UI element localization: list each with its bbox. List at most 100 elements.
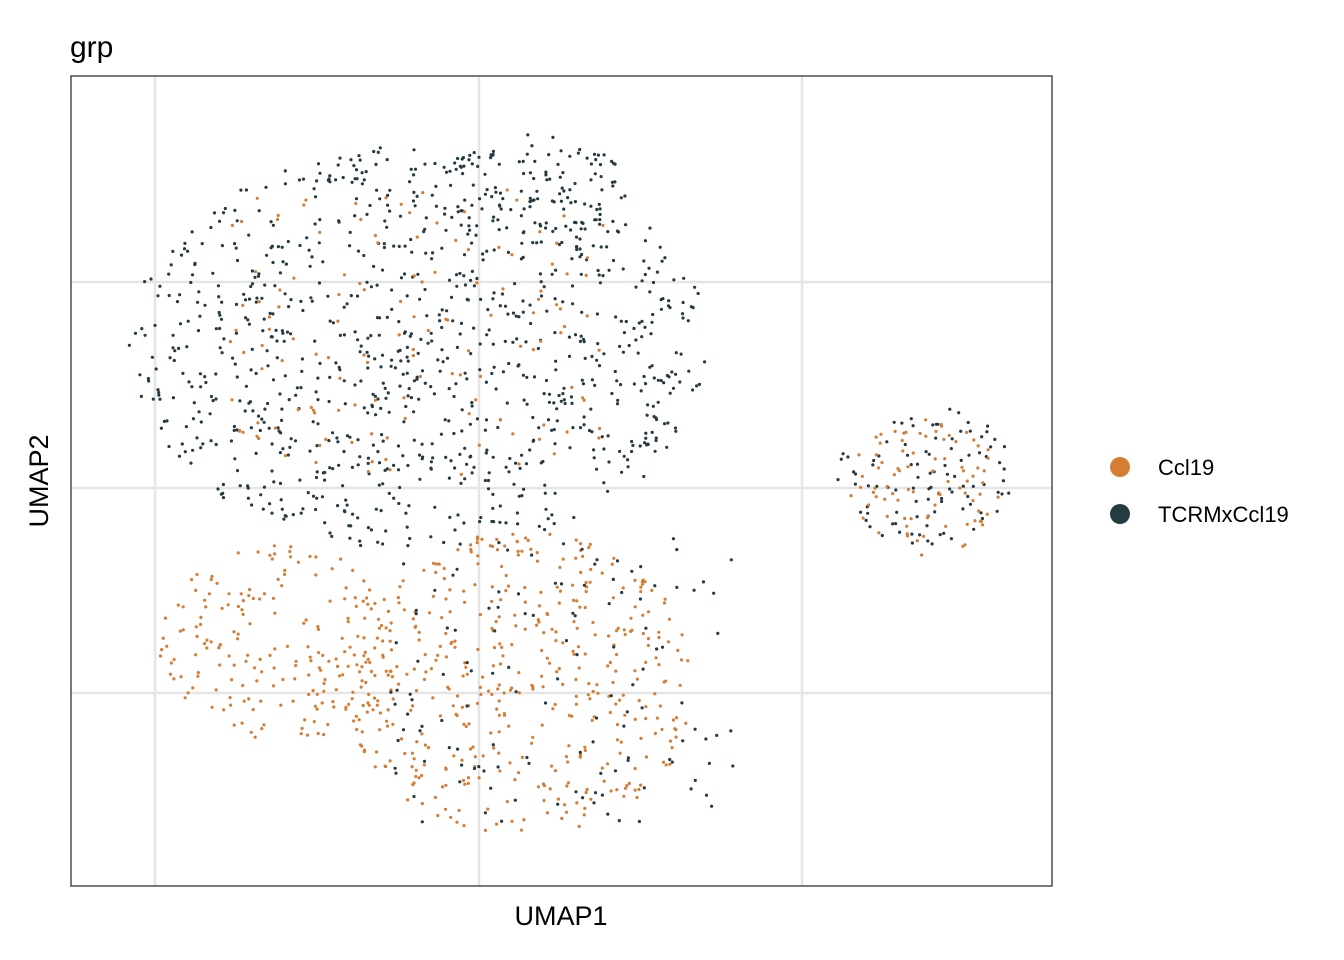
point-tcrmxccl19 — [445, 309, 449, 313]
point-tcrmxccl19 — [409, 332, 413, 336]
point-tcrmxccl19 — [496, 605, 500, 609]
point-tcrmxccl19 — [434, 184, 438, 188]
point-ccl19 — [267, 315, 271, 319]
point-ccl19 — [260, 367, 264, 371]
point-ccl19 — [397, 333, 401, 337]
point-ccl19 — [307, 673, 311, 677]
point-tcrmxccl19 — [328, 319, 332, 323]
point-tcrmxccl19 — [280, 418, 284, 422]
point-tcrmxccl19 — [138, 373, 142, 377]
point-ccl19 — [494, 620, 498, 624]
point-tcrmxccl19 — [678, 380, 682, 384]
point-tcrmxccl19 — [550, 272, 554, 276]
point-tcrmxccl19 — [591, 244, 595, 248]
x-axis-label: UMAP1 — [514, 901, 607, 931]
point-tcrmxccl19 — [980, 435, 984, 439]
point-tcrmxccl19 — [157, 393, 161, 397]
point-tcrmxccl19 — [280, 329, 284, 333]
point-ccl19 — [203, 642, 207, 646]
point-ccl19 — [215, 581, 219, 585]
point-tcrmxccl19 — [349, 158, 353, 162]
point-ccl19 — [965, 479, 969, 483]
point-tcrmxccl19 — [555, 419, 559, 423]
point-ccl19 — [911, 451, 915, 455]
point-ccl19 — [391, 722, 395, 727]
point-ccl19 — [504, 589, 508, 593]
point-tcrmxccl19 — [381, 439, 385, 443]
point-ccl19 — [366, 657, 370, 661]
point-tcrmxccl19 — [444, 228, 448, 232]
point-ccl19 — [861, 516, 865, 520]
point-ccl19 — [849, 494, 853, 498]
point-ccl19 — [365, 710, 369, 714]
point-ccl19 — [582, 813, 586, 817]
point-tcrmxccl19 — [421, 455, 425, 459]
point-tcrmxccl19 — [545, 309, 549, 313]
point-tcrmxccl19 — [630, 449, 634, 454]
point-tcrmxccl19 — [543, 483, 547, 487]
point-tcrmxccl19 — [201, 442, 205, 446]
point-tcrmxccl19 — [301, 507, 305, 511]
point-ccl19 — [194, 653, 198, 657]
point-tcrmxccl19 — [336, 504, 340, 508]
point-tcrmxccl19 — [582, 415, 586, 419]
point-tcrmxccl19 — [465, 462, 469, 466]
point-tcrmxccl19 — [568, 154, 572, 158]
point-tcrmxccl19 — [497, 541, 501, 545]
point-ccl19 — [477, 443, 481, 447]
point-tcrmxccl19 — [281, 331, 285, 335]
point-tcrmxccl19 — [216, 487, 220, 491]
point-tcrmxccl19 — [270, 442, 274, 446]
point-tcrmxccl19 — [642, 474, 646, 479]
point-ccl19 — [517, 691, 521, 695]
point-tcrmxccl19 — [562, 386, 566, 390]
point-ccl19 — [218, 643, 222, 647]
point-tcrmxccl19 — [504, 465, 508, 469]
point-ccl19 — [454, 238, 458, 242]
point-ccl19 — [240, 219, 244, 224]
point-tcrmxccl19 — [609, 694, 613, 698]
point-ccl19 — [618, 698, 622, 702]
point-tcrmxccl19 — [181, 371, 185, 375]
point-tcrmxccl19 — [498, 203, 502, 207]
point-tcrmxccl19 — [396, 468, 401, 472]
point-tcrmxccl19 — [316, 422, 320, 426]
point-tcrmxccl19 — [320, 495, 325, 499]
point-ccl19 — [650, 588, 654, 593]
point-tcrmxccl19 — [334, 361, 338, 365]
point-ccl19 — [551, 707, 555, 711]
point-ccl19 — [248, 588, 252, 592]
point-tcrmxccl19 — [280, 245, 284, 249]
point-tcrmxccl19 — [460, 763, 464, 767]
point-ccl19 — [369, 669, 374, 674]
point-tcrmxccl19 — [525, 152, 529, 156]
point-tcrmxccl19 — [343, 402, 347, 406]
point-tcrmxccl19 — [619, 196, 623, 200]
point-tcrmxccl19 — [460, 408, 464, 412]
point-tcrmxccl19 — [250, 282, 255, 286]
point-tcrmxccl19 — [498, 504, 502, 508]
point-ccl19 — [316, 731, 320, 736]
point-ccl19 — [575, 626, 579, 630]
point-tcrmxccl19 — [433, 588, 437, 592]
point-ccl19 — [411, 617, 415, 621]
point-ccl19 — [660, 727, 664, 732]
point-tcrmxccl19 — [377, 483, 381, 487]
point-ccl19 — [343, 597, 347, 601]
point-ccl19 — [860, 474, 864, 478]
point-ccl19 — [578, 753, 583, 757]
point-tcrmxccl19 — [533, 221, 537, 225]
point-ccl19 — [883, 497, 887, 501]
point-ccl19 — [248, 622, 252, 626]
point-tcrmxccl19 — [602, 447, 606, 451]
point-tcrmxccl19 — [640, 335, 644, 339]
point-ccl19 — [463, 782, 467, 786]
point-ccl19 — [615, 723, 620, 727]
point-tcrmxccl19 — [729, 558, 733, 562]
point-tcrmxccl19 — [235, 258, 240, 263]
point-ccl19 — [399, 202, 403, 206]
point-tcrmxccl19 — [338, 368, 342, 372]
point-tcrmxccl19 — [178, 322, 183, 326]
point-tcrmxccl19 — [217, 310, 221, 315]
point-ccl19 — [232, 663, 236, 667]
